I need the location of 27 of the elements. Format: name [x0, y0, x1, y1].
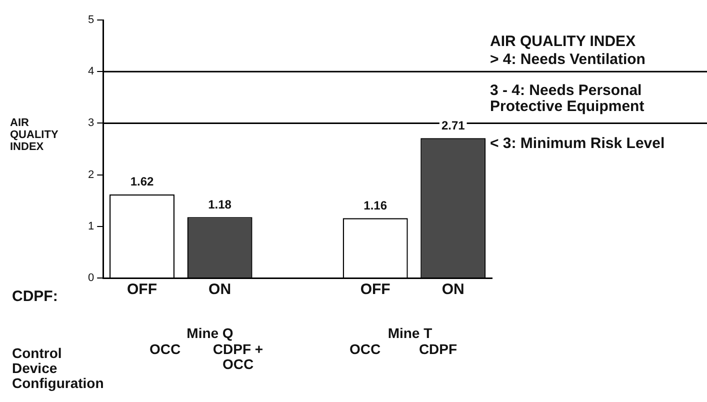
x-tick-label: ON — [442, 281, 464, 298]
annotation: < 3: Minimum Risk Level — [490, 135, 666, 152]
data-label: 1.16 — [364, 198, 388, 212]
y-tick-label: 5 — [88, 14, 94, 26]
text: OCC — [148, 341, 182, 357]
annotation: AIR QUALITY INDEX — [490, 33, 637, 50]
data-label: 1.18 — [208, 197, 232, 212]
x-tick-label: OFF — [360, 281, 390, 298]
annotation: 3 - 4: Needs Personal Protective Equipment — [490, 82, 646, 115]
x-tick-label: ON — [208, 281, 232, 298]
text: Mine T — [386, 325, 434, 341]
text: CDPF + OCC — [212, 341, 264, 372]
y-tick-label: 0 — [88, 272, 94, 284]
data-label: 2.71 — [441, 118, 466, 132]
text: Mine Q — [186, 325, 234, 341]
y-tick-label: 3 — [88, 117, 94, 130]
text: OCC — [348, 341, 382, 357]
text: CDPF — [418, 341, 458, 357]
y-tick-label: 4 — [88, 66, 94, 78]
data-label: 1.62 — [130, 174, 154, 189]
text: CDPF: — [12, 288, 59, 305]
x-tick-label: OFF — [127, 281, 158, 298]
y-tick-label: 2 — [88, 168, 94, 181]
annotation: > 4: Needs Ventilation — [490, 51, 646, 68]
text: Control Device Configuration — [12, 345, 104, 391]
y-axis-title: AIR QUALITY INDEX — [10, 117, 60, 153]
y-tick-label: 1 — [88, 220, 94, 232]
